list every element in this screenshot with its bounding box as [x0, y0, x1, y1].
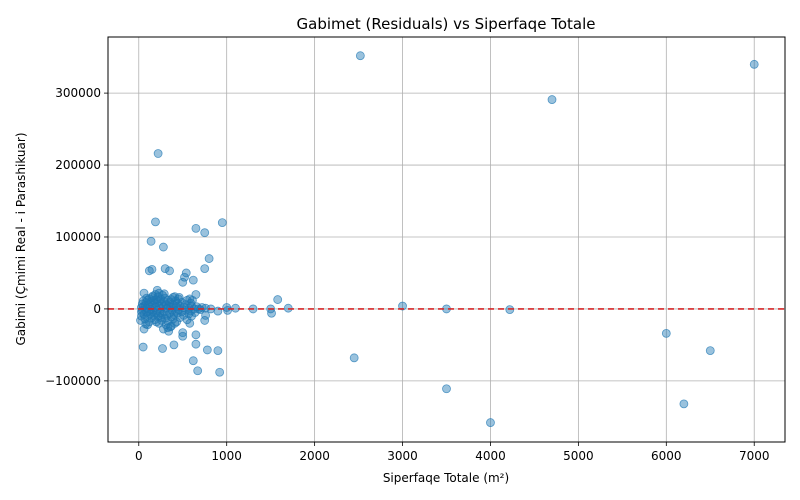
- data-point: [202, 345, 212, 355]
- data-point: [204, 254, 214, 263]
- y-axis-label: Gabimi (Çmimi Real - i Parashikuar): [14, 132, 28, 345]
- data-point: [158, 242, 168, 252]
- data-point: [164, 326, 174, 336]
- data-point: [178, 328, 188, 338]
- data-point: [705, 346, 715, 356]
- plot-frame: [107, 36, 786, 443]
- data-point: [185, 294, 195, 304]
- x-tick-label: 6000: [651, 449, 682, 463]
- data-point: [144, 266, 154, 276]
- data-point: [213, 346, 223, 356]
- data-point: [398, 301, 407, 311]
- x-tick-label: 3000: [387, 449, 418, 463]
- data-point: [442, 384, 451, 394]
- data-point: [180, 272, 189, 282]
- data-point: [147, 264, 157, 274]
- x-tick-label: 5000: [563, 449, 594, 463]
- data-point: [181, 268, 191, 278]
- data-point: [193, 366, 203, 376]
- data-point: [191, 339, 201, 349]
- x-tick-label: 0: [135, 449, 143, 463]
- data-point: [215, 367, 225, 377]
- data-point: [188, 356, 198, 366]
- data-point: [355, 51, 365, 61]
- data-point: [158, 344, 167, 353]
- y-tick-label: 0: [93, 302, 101, 316]
- data-point: [349, 353, 359, 363]
- x-tick-label: 2000: [299, 449, 330, 463]
- x-tick-label: 7000: [739, 449, 770, 463]
- data-point: [200, 228, 210, 238]
- data-point: [223, 305, 232, 315]
- data-point: [188, 275, 198, 285]
- data-point: [153, 149, 163, 158]
- data-point: [217, 218, 227, 227]
- data-point: [661, 328, 671, 338]
- data-point: [151, 217, 160, 227]
- data-point: [267, 308, 276, 318]
- data-point: [160, 264, 170, 274]
- y-tick-label: 100000: [55, 230, 101, 244]
- x-axis-label: Siperfaqe Totale (m²): [383, 471, 509, 485]
- data-point: [201, 310, 210, 320]
- data-point: [749, 59, 759, 69]
- x-tick-label: 4000: [475, 449, 506, 463]
- data-point: [486, 418, 495, 427]
- data-point: [191, 223, 201, 233]
- data-point: [178, 331, 188, 341]
- data-point: [169, 340, 179, 350]
- data-point: [679, 399, 689, 409]
- data-point: [273, 295, 283, 304]
- y-axis-ticks: −100000 0 100000 200000 300000: [45, 86, 108, 388]
- y-tick-label: 200000: [55, 158, 101, 172]
- data-point: [547, 95, 557, 104]
- data-point: [165, 266, 174, 276]
- data-point: [200, 264, 210, 274]
- data-point: [166, 322, 175, 332]
- data-point: [138, 342, 148, 352]
- y-tick-label: −100000: [45, 374, 101, 388]
- y-tick-label: 300000: [55, 86, 101, 100]
- data-point: [146, 236, 156, 246]
- chart-title: Gabimet (Residuals) vs Siperfaqe Totale: [297, 15, 596, 33]
- data-point: [191, 330, 201, 340]
- x-axis-ticks: 0 1000 2000 3000 4000 5000 6000 7000: [135, 442, 770, 463]
- data-point: [178, 277, 188, 287]
- data-point: [158, 324, 168, 334]
- x-tick-label: 1000: [211, 449, 242, 463]
